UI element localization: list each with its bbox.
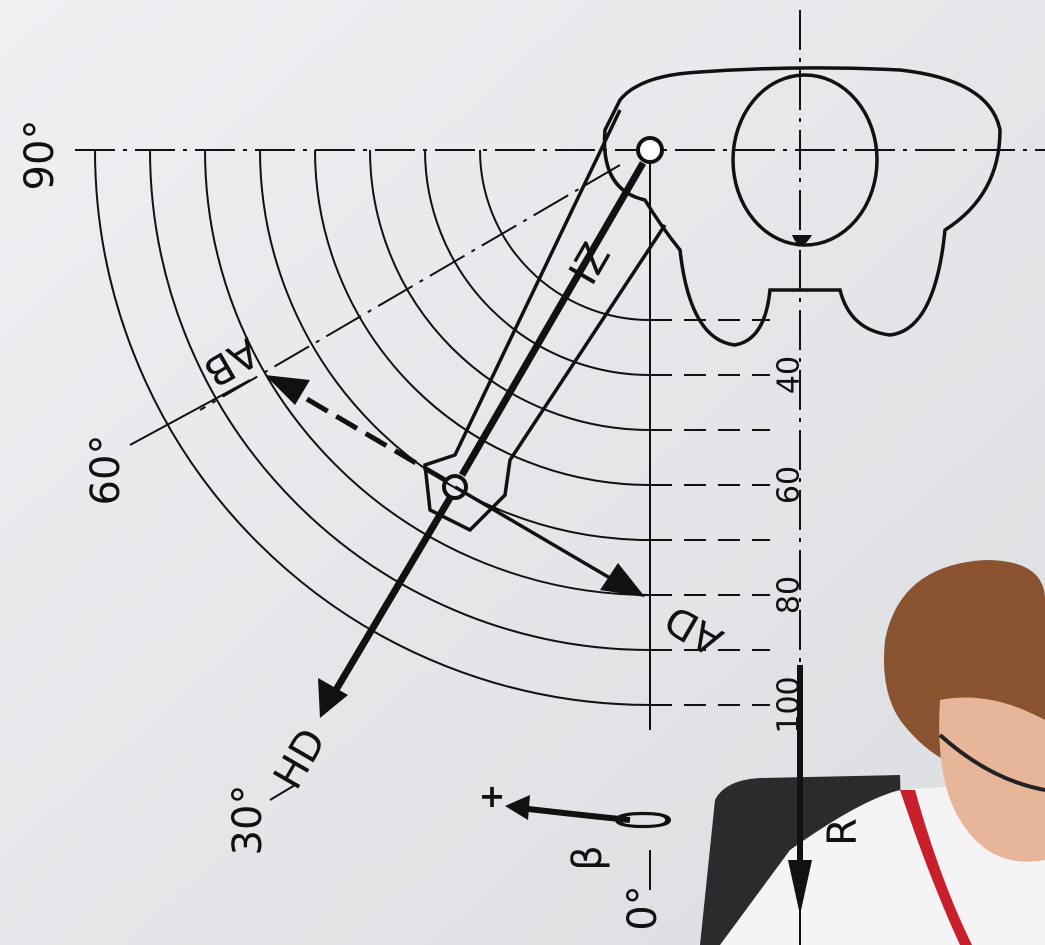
pivot	[638, 138, 662, 162]
scale-label: 60	[772, 466, 807, 504]
angle-label: 60°	[83, 435, 129, 506]
beta-zero: 0	[603, 810, 689, 830]
diagram: 90° 60° 30° 0° β 0 + IZ AB AD HD R 40608…	[0, 0, 1045, 945]
scale-label: 80	[772, 576, 807, 614]
angle-label: 90°	[17, 120, 63, 191]
beta-symbol: β	[565, 845, 611, 871]
angle-label: 30°	[225, 785, 271, 856]
scale-label: 40	[772, 356, 807, 394]
beta-plus: +	[479, 777, 506, 815]
angle-label: 0°	[620, 885, 666, 930]
scale-label: 100	[772, 676, 807, 733]
vector-label: R	[820, 818, 866, 846]
